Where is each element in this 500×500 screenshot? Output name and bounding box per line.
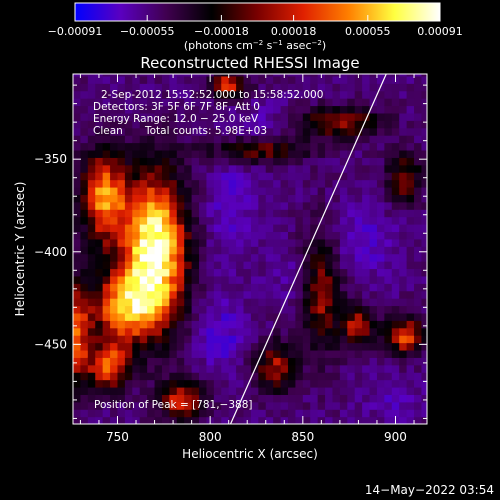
y-tick-label: −450 bbox=[34, 337, 67, 351]
x-tick-label: 800 bbox=[199, 430, 222, 444]
colorbar-tick-label: −0.00091 bbox=[48, 25, 103, 38]
annotation-peak: Position of Peak = [781,−388] bbox=[94, 399, 253, 411]
annotation-detectors: Detectors: 3F 5F 6F 7F 8F, Att 0 bbox=[93, 101, 260, 113]
y-tick-label: −400 bbox=[34, 245, 67, 259]
plot-frame bbox=[72, 73, 428, 425]
x-tick-label: 900 bbox=[384, 430, 407, 444]
axes: 750 800 850 900 −350 −400 −450 bbox=[34, 74, 427, 444]
heatmap-image bbox=[73, 74, 427, 424]
colorbar-tick-label: −0.00055 bbox=[120, 25, 175, 38]
colorbar-tick-label: 0.00018 bbox=[271, 25, 317, 38]
plot-annotations: 2-Sep-2012 15:52:52.000 to 15:58:52.000 … bbox=[93, 89, 323, 411]
annotation-energy: Energy Range: 12.0 − 25.0 keV bbox=[93, 113, 259, 125]
annotation-method: Clean bbox=[93, 125, 123, 137]
footer-timestamp: 14−May−2022 03:54 bbox=[365, 483, 494, 497]
colorbar-tick-label: 0.00055 bbox=[345, 25, 391, 38]
colorbar-gradient bbox=[74, 2, 441, 22]
chart-title: Reconstructed RHESSI Image bbox=[140, 54, 359, 72]
colorbar-tick-label: 0.00091 bbox=[417, 25, 463, 38]
annotation-counts: Total counts: 5.98E+03 bbox=[144, 125, 267, 137]
colorbar-unit-label: (photons cm−2 s−1 asec−2) bbox=[184, 39, 326, 52]
colorbar: −0.00091 −0.00055 −0.00018 0.00018 0.00055 0.… bbox=[48, 2, 463, 52]
y-axis-label: Heliocentric Y (arcsec) bbox=[13, 182, 27, 317]
colorbar-tick-label: −0.00018 bbox=[194, 25, 249, 38]
solar-limb-line bbox=[229, 74, 387, 424]
x-tick-label: 750 bbox=[106, 430, 129, 444]
x-tick-label: 850 bbox=[291, 430, 314, 444]
x-axis-label: Heliocentric X (arcsec) bbox=[182, 447, 318, 461]
colorbar-ticks: −0.00091 −0.00055 −0.00018 0.00018 0.00055 0.… bbox=[48, 15, 463, 38]
annotation-time: 2-Sep-2012 15:52:52.000 to 15:58:52.000 bbox=[101, 89, 323, 101]
y-tick-label: −350 bbox=[34, 152, 67, 166]
